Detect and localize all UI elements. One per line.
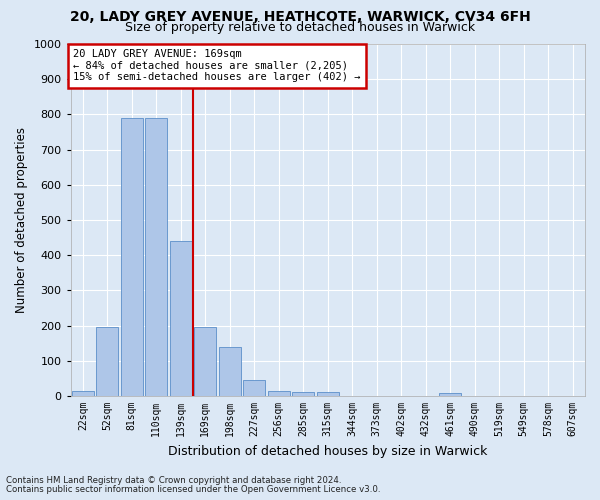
Text: Contains public sector information licensed under the Open Government Licence v3: Contains public sector information licen… <box>6 485 380 494</box>
Text: 20 LADY GREY AVENUE: 169sqm
← 84% of detached houses are smaller (2,205)
15% of : 20 LADY GREY AVENUE: 169sqm ← 84% of det… <box>73 50 361 82</box>
Bar <box>121 118 143 396</box>
Bar <box>219 347 241 396</box>
Bar <box>194 328 217 396</box>
Text: Size of property relative to detached houses in Warwick: Size of property relative to detached ho… <box>125 22 475 35</box>
Bar <box>268 391 290 396</box>
Bar <box>97 328 118 396</box>
Text: 20, LADY GREY AVENUE, HEATHCOTE, WARWICK, CV34 6FH: 20, LADY GREY AVENUE, HEATHCOTE, WARWICK… <box>70 10 530 24</box>
X-axis label: Distribution of detached houses by size in Warwick: Distribution of detached houses by size … <box>168 444 487 458</box>
Bar <box>170 241 192 396</box>
Bar <box>317 392 339 396</box>
Bar <box>243 380 265 396</box>
Bar <box>145 118 167 396</box>
Bar <box>72 391 94 396</box>
Bar <box>292 392 314 396</box>
Bar <box>439 393 461 396</box>
Y-axis label: Number of detached properties: Number of detached properties <box>15 127 28 313</box>
Text: Contains HM Land Registry data © Crown copyright and database right 2024.: Contains HM Land Registry data © Crown c… <box>6 476 341 485</box>
